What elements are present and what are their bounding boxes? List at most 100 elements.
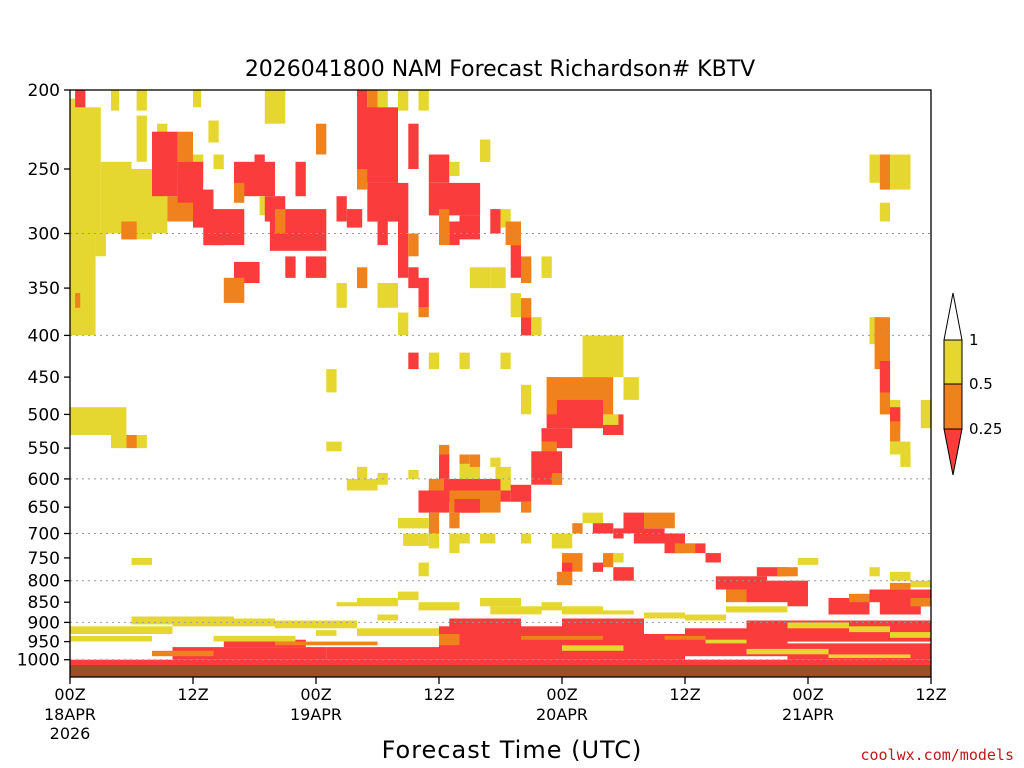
- ri-cell: [510, 484, 532, 502]
- ri-cell: [705, 553, 721, 563]
- ri-cell: [377, 283, 398, 308]
- x-tick-label: 12Z: [915, 685, 946, 704]
- ri-cell: [357, 169, 368, 190]
- ri-cell: [428, 154, 450, 183]
- ri-cell: [490, 606, 542, 615]
- ri-cell: [346, 209, 363, 228]
- y-tick-label: 500: [28, 405, 60, 425]
- ri-cell: [326, 369, 337, 393]
- legend-swatch-0-25-to-0-5: [943, 383, 963, 430]
- ri-cell: [521, 267, 532, 283]
- chart-title: 2026041800 NAM Forecast Richardson# KBTV: [245, 57, 755, 82]
- legend-swatch-0-5-to-1: [943, 339, 963, 385]
- ri-cell: [879, 202, 891, 222]
- ri-cell: [613, 567, 634, 581]
- ri-cell: [480, 267, 491, 289]
- ri-cell: [459, 533, 470, 544]
- ri-cell: [234, 261, 260, 283]
- y-tick-label: 550: [28, 439, 60, 459]
- ri-cell: [521, 501, 532, 513]
- ri-cell: [428, 512, 440, 534]
- ri-cell: [521, 317, 532, 336]
- ri-cell: [326, 647, 440, 660]
- ri-cell: [172, 647, 327, 660]
- ri-cell: [633, 528, 665, 544]
- ri-cell: [849, 593, 870, 603]
- ri-cell: [75, 90, 86, 116]
- legend-label: 1: [969, 331, 979, 349]
- x-tick-label: 00Z: [300, 685, 331, 704]
- ri-cell: [439, 634, 460, 646]
- ri-cell: [674, 543, 696, 554]
- ri-cell: [469, 267, 481, 289]
- ri-cell: [480, 598, 521, 607]
- y-axis: 200 250 300 350 400 450 500 550 600 650 700 750 8008…: [17, 81, 70, 671]
- legend-label: 0.25: [969, 420, 1002, 438]
- y-tick-label: 650: [28, 498, 60, 518]
- y-tick-label: 750: [28, 549, 60, 569]
- x-date-label: 21APR: [782, 705, 834, 724]
- ri-cell: [490, 209, 501, 234]
- ri-cell: [95, 233, 106, 257]
- ri-cell: [900, 454, 911, 467]
- ri-cell: [890, 632, 931, 638]
- ri-cell: [469, 454, 481, 467]
- ri-cell: [357, 466, 368, 479]
- ri-cell: [890, 421, 901, 442]
- ri-cell: [756, 567, 788, 577]
- ri-cell: [521, 256, 532, 278]
- ri-cell: [459, 352, 470, 370]
- ri-cell: [131, 557, 152, 565]
- ri-cell: [70, 659, 931, 671]
- y-tick-label: 300: [28, 225, 60, 245]
- ri-cell: [111, 90, 120, 111]
- ri-cell: [572, 523, 583, 534]
- ri-cell: [510, 245, 521, 278]
- x-tick-label: 12Z: [423, 685, 454, 704]
- ri-cell: [746, 648, 829, 655]
- ri-cell: [603, 610, 634, 615]
- ri-cell: [408, 352, 419, 370]
- ri-cell: [910, 580, 931, 588]
- ri-cell: [428, 352, 440, 370]
- ri-cell: [582, 335, 624, 378]
- ri-cell: [234, 182, 245, 203]
- ri-cell: [644, 612, 685, 619]
- y-tick-label: 900: [28, 613, 60, 633]
- ri-cell: [357, 598, 398, 607]
- ri-cell: [623, 512, 644, 534]
- ri-cell: [787, 580, 808, 607]
- ri-cell: [275, 209, 286, 234]
- ri-cell: [295, 161, 306, 197]
- ri-cell: [541, 256, 552, 278]
- ri-cell: [208, 120, 219, 143]
- ri-cell: [377, 614, 398, 621]
- ri-cell: [521, 533, 532, 544]
- ri-cell: [408, 267, 419, 289]
- ri-cell: [551, 533, 573, 549]
- ri-cell: [787, 622, 849, 629]
- credit-text: coolwx.com/models: [860, 746, 1014, 764]
- ri-cell: [685, 614, 726, 621]
- ri-cell: [264, 90, 286, 124]
- ri-cell: [556, 399, 603, 429]
- ri-cell: [121, 221, 137, 240]
- ri-cell: [418, 562, 429, 577]
- ri-cell: [439, 444, 450, 455]
- ri-cell: [644, 512, 675, 529]
- y-tick-label: 800: [28, 572, 60, 592]
- ri-cell: [177, 131, 193, 162]
- ri-cell: [500, 209, 511, 228]
- ri-cell: [920, 399, 932, 429]
- ri-cell: [449, 618, 522, 635]
- ri-cell: [111, 435, 127, 449]
- ri-cell: [869, 154, 880, 183]
- y-tick-label: 450: [28, 368, 60, 388]
- ri-cell: [459, 463, 480, 479]
- ri-cell: [439, 209, 450, 246]
- ri-cell: [70, 635, 152, 642]
- x-tick-label: 00Z: [546, 685, 577, 704]
- ri-cell: [428, 182, 481, 216]
- ri-cell: [408, 123, 419, 169]
- ri-cell: [592, 523, 614, 534]
